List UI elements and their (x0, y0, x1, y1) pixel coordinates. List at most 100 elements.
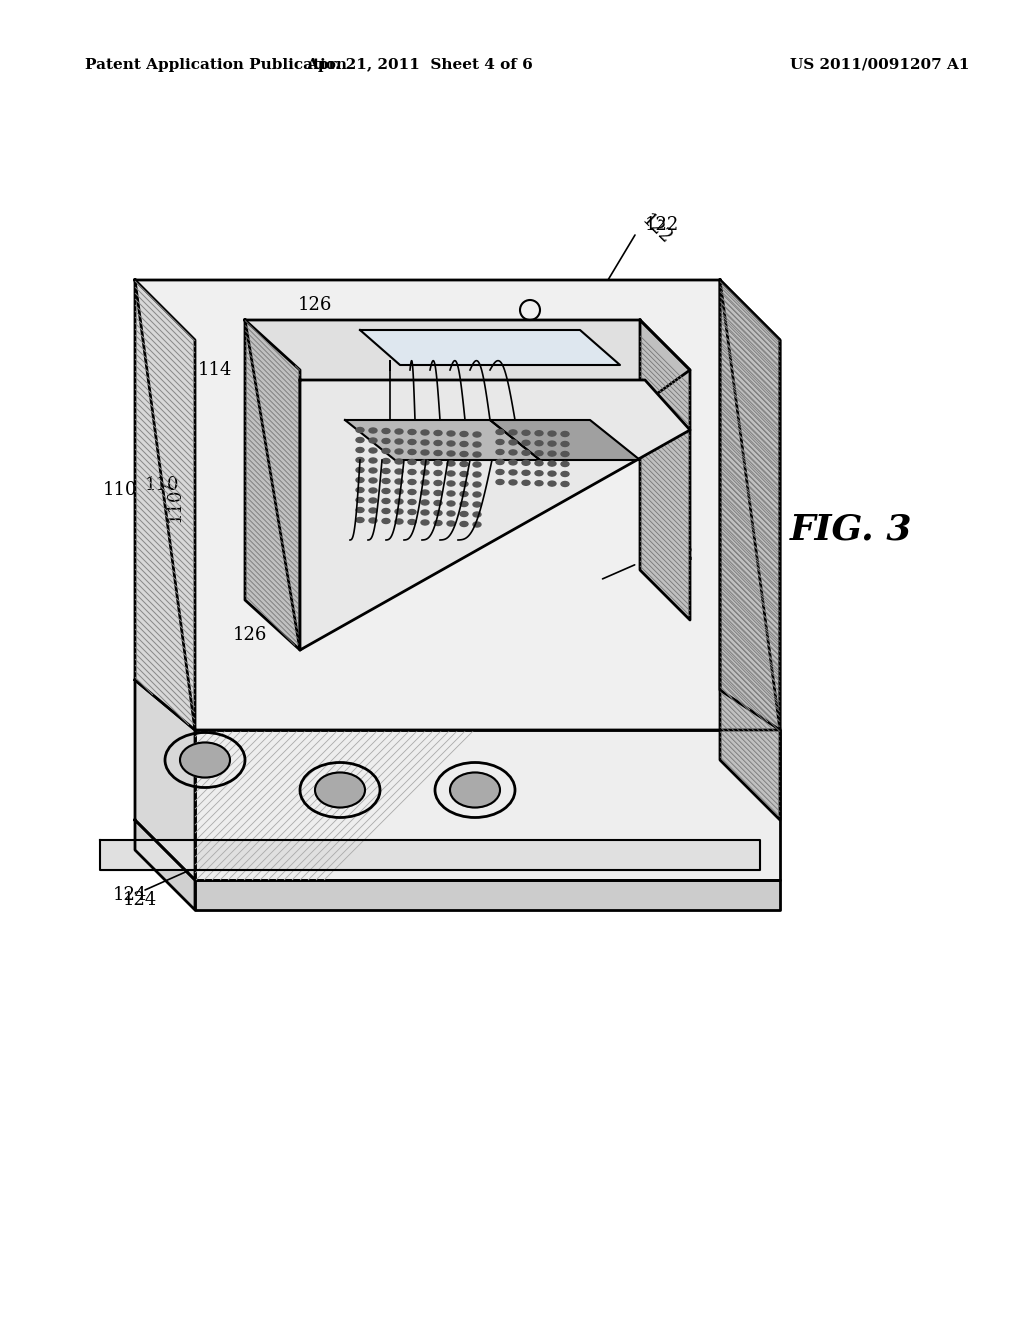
Text: Patent Application Publication: Patent Application Publication (85, 58, 347, 73)
Ellipse shape (496, 450, 504, 454)
Ellipse shape (447, 471, 455, 477)
Ellipse shape (473, 442, 481, 447)
Ellipse shape (460, 451, 468, 457)
Ellipse shape (369, 438, 377, 444)
Ellipse shape (535, 461, 543, 466)
Ellipse shape (460, 521, 468, 527)
Ellipse shape (434, 520, 442, 525)
Ellipse shape (434, 441, 442, 446)
Ellipse shape (369, 488, 377, 492)
Ellipse shape (548, 480, 556, 486)
Ellipse shape (434, 491, 442, 495)
Ellipse shape (473, 512, 481, 517)
Ellipse shape (408, 520, 416, 524)
Text: 110: 110 (145, 477, 179, 494)
Text: 124: 124 (123, 891, 157, 909)
Polygon shape (100, 840, 760, 870)
Ellipse shape (421, 480, 429, 484)
Ellipse shape (548, 432, 556, 436)
Ellipse shape (408, 470, 416, 474)
Text: 114: 114 (246, 363, 264, 397)
Ellipse shape (473, 482, 481, 487)
Polygon shape (640, 319, 690, 620)
Ellipse shape (395, 459, 403, 465)
Polygon shape (135, 820, 780, 880)
Ellipse shape (382, 469, 390, 474)
Ellipse shape (473, 451, 481, 457)
Ellipse shape (356, 428, 364, 433)
Ellipse shape (535, 480, 543, 486)
Text: 126: 126 (232, 626, 267, 644)
Ellipse shape (421, 520, 429, 525)
Ellipse shape (535, 471, 543, 475)
Ellipse shape (434, 500, 442, 506)
Ellipse shape (522, 430, 530, 436)
Ellipse shape (408, 499, 416, 504)
Ellipse shape (535, 450, 543, 455)
Ellipse shape (408, 459, 416, 465)
Ellipse shape (421, 490, 429, 495)
Ellipse shape (356, 467, 364, 473)
Text: US 2011/0091207 A1: US 2011/0091207 A1 (790, 58, 970, 73)
Text: FIG. 3: FIG. 3 (790, 513, 912, 546)
Ellipse shape (447, 491, 455, 496)
Ellipse shape (369, 458, 377, 463)
Ellipse shape (509, 430, 517, 434)
Ellipse shape (421, 470, 429, 475)
Polygon shape (245, 319, 690, 649)
Text: Apr. 21, 2011  Sheet 4 of 6: Apr. 21, 2011 Sheet 4 of 6 (306, 58, 534, 73)
Ellipse shape (548, 441, 556, 446)
Ellipse shape (382, 488, 390, 494)
Polygon shape (195, 880, 780, 909)
Ellipse shape (434, 461, 442, 466)
Ellipse shape (395, 449, 403, 454)
Ellipse shape (421, 450, 429, 455)
Ellipse shape (509, 450, 517, 455)
Ellipse shape (496, 459, 504, 465)
Ellipse shape (460, 511, 468, 516)
Ellipse shape (382, 438, 390, 444)
Ellipse shape (421, 459, 429, 465)
Ellipse shape (356, 478, 364, 483)
Ellipse shape (447, 511, 455, 516)
Text: 110: 110 (166, 488, 184, 523)
Ellipse shape (447, 461, 455, 466)
Ellipse shape (356, 507, 364, 512)
Text: 110: 110 (102, 480, 137, 499)
Polygon shape (720, 280, 780, 730)
Ellipse shape (421, 510, 429, 515)
Ellipse shape (369, 428, 377, 433)
Ellipse shape (395, 429, 403, 434)
Ellipse shape (535, 441, 543, 446)
Ellipse shape (421, 500, 429, 506)
Ellipse shape (561, 471, 569, 477)
Ellipse shape (395, 499, 403, 504)
Ellipse shape (548, 471, 556, 477)
Ellipse shape (522, 450, 530, 455)
Ellipse shape (447, 432, 455, 436)
Ellipse shape (421, 430, 429, 436)
Ellipse shape (369, 517, 377, 523)
Ellipse shape (561, 451, 569, 457)
Polygon shape (135, 280, 195, 730)
Ellipse shape (548, 451, 556, 457)
Ellipse shape (460, 471, 468, 477)
Ellipse shape (315, 772, 365, 808)
Ellipse shape (369, 508, 377, 513)
Ellipse shape (356, 458, 364, 462)
Ellipse shape (434, 470, 442, 475)
Ellipse shape (395, 488, 403, 494)
Ellipse shape (434, 450, 442, 455)
Ellipse shape (382, 519, 390, 524)
Ellipse shape (460, 491, 468, 496)
Ellipse shape (395, 479, 403, 484)
Ellipse shape (473, 502, 481, 507)
Text: 126: 126 (298, 296, 332, 314)
Ellipse shape (522, 470, 530, 475)
Ellipse shape (369, 478, 377, 483)
Ellipse shape (496, 440, 504, 445)
Ellipse shape (408, 440, 416, 445)
Ellipse shape (369, 498, 377, 503)
Ellipse shape (382, 429, 390, 433)
Ellipse shape (460, 502, 468, 507)
